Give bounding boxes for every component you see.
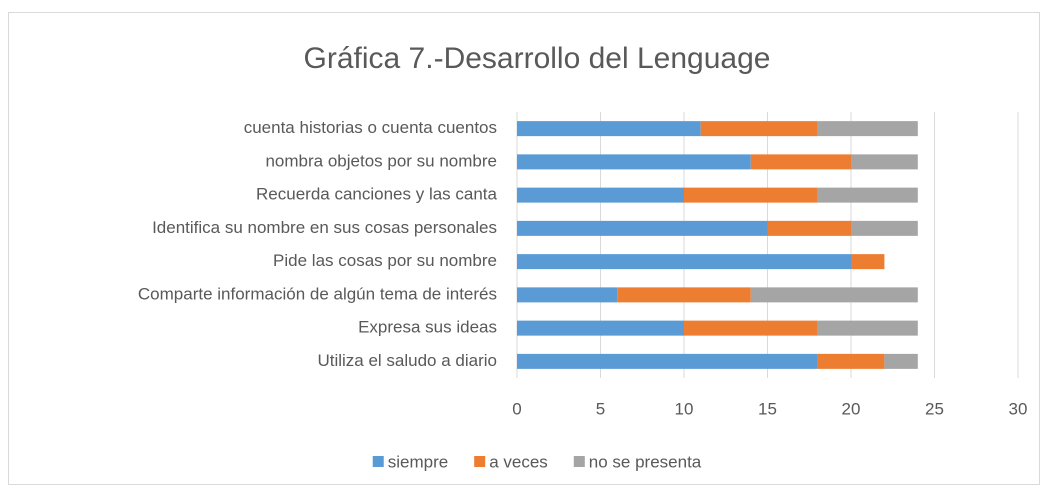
legend-label: siempre (388, 452, 448, 471)
legend-label: no se presenta (589, 452, 702, 471)
bar-segment (851, 254, 885, 270)
x-tick-label: 10 (675, 399, 694, 418)
bar-segment (750, 287, 918, 303)
bar-segment (767, 220, 851, 236)
y-tick-label: cuenta historias o cuenta cuentos (244, 118, 497, 137)
y-tick-label: Comparte información de algún tema de in… (138, 284, 497, 303)
y-tick-label: nombra objetos por su nombre (265, 151, 497, 170)
bar-segment (851, 154, 918, 170)
x-tick-label: 0 (512, 399, 521, 418)
legend-swatch (474, 456, 486, 467)
chart-border (8, 12, 1040, 485)
bar-segment (684, 320, 818, 336)
legend-swatch (573, 456, 585, 467)
x-tick-label: 5 (596, 399, 605, 418)
bar-segment (817, 353, 885, 369)
x-tick-label: 20 (842, 399, 861, 418)
bar-segment (817, 187, 918, 203)
y-tick-label: Recuerda canciones y las canta (256, 185, 498, 204)
bar-segment (517, 287, 618, 303)
bar-segment (700, 121, 818, 137)
bar-segment (517, 254, 851, 270)
legend-swatch (372, 456, 384, 467)
bar-segment (684, 187, 818, 203)
bar-segment (817, 121, 918, 137)
x-tick-label: 25 (925, 399, 944, 418)
legend-label: a veces (489, 452, 548, 471)
bar-segment (884, 353, 918, 369)
y-tick-label: Expresa sus ideas (358, 318, 497, 337)
y-tick-label: Utiliza el saludo a diario (317, 351, 497, 370)
x-tick-label: 15 (758, 399, 777, 418)
bar-segment (517, 154, 751, 170)
y-tick-label: Identifica su nombre en sus cosas person… (152, 218, 497, 237)
bar-segment (851, 220, 918, 236)
bar-segment (517, 121, 701, 137)
bar-segment (517, 353, 818, 369)
bar-segment (517, 187, 684, 203)
chart-title: Gráfica 7.-Desarrollo del Lenguage (304, 42, 771, 75)
bar-segment (517, 220, 768, 236)
bar-segment (517, 320, 684, 336)
bar-segment (617, 287, 751, 303)
y-tick-label: Pide las cosas por su nombre (273, 251, 497, 270)
bar-segment (750, 154, 851, 170)
bar-segment (817, 320, 918, 336)
x-tick-label: 30 (1009, 399, 1028, 418)
